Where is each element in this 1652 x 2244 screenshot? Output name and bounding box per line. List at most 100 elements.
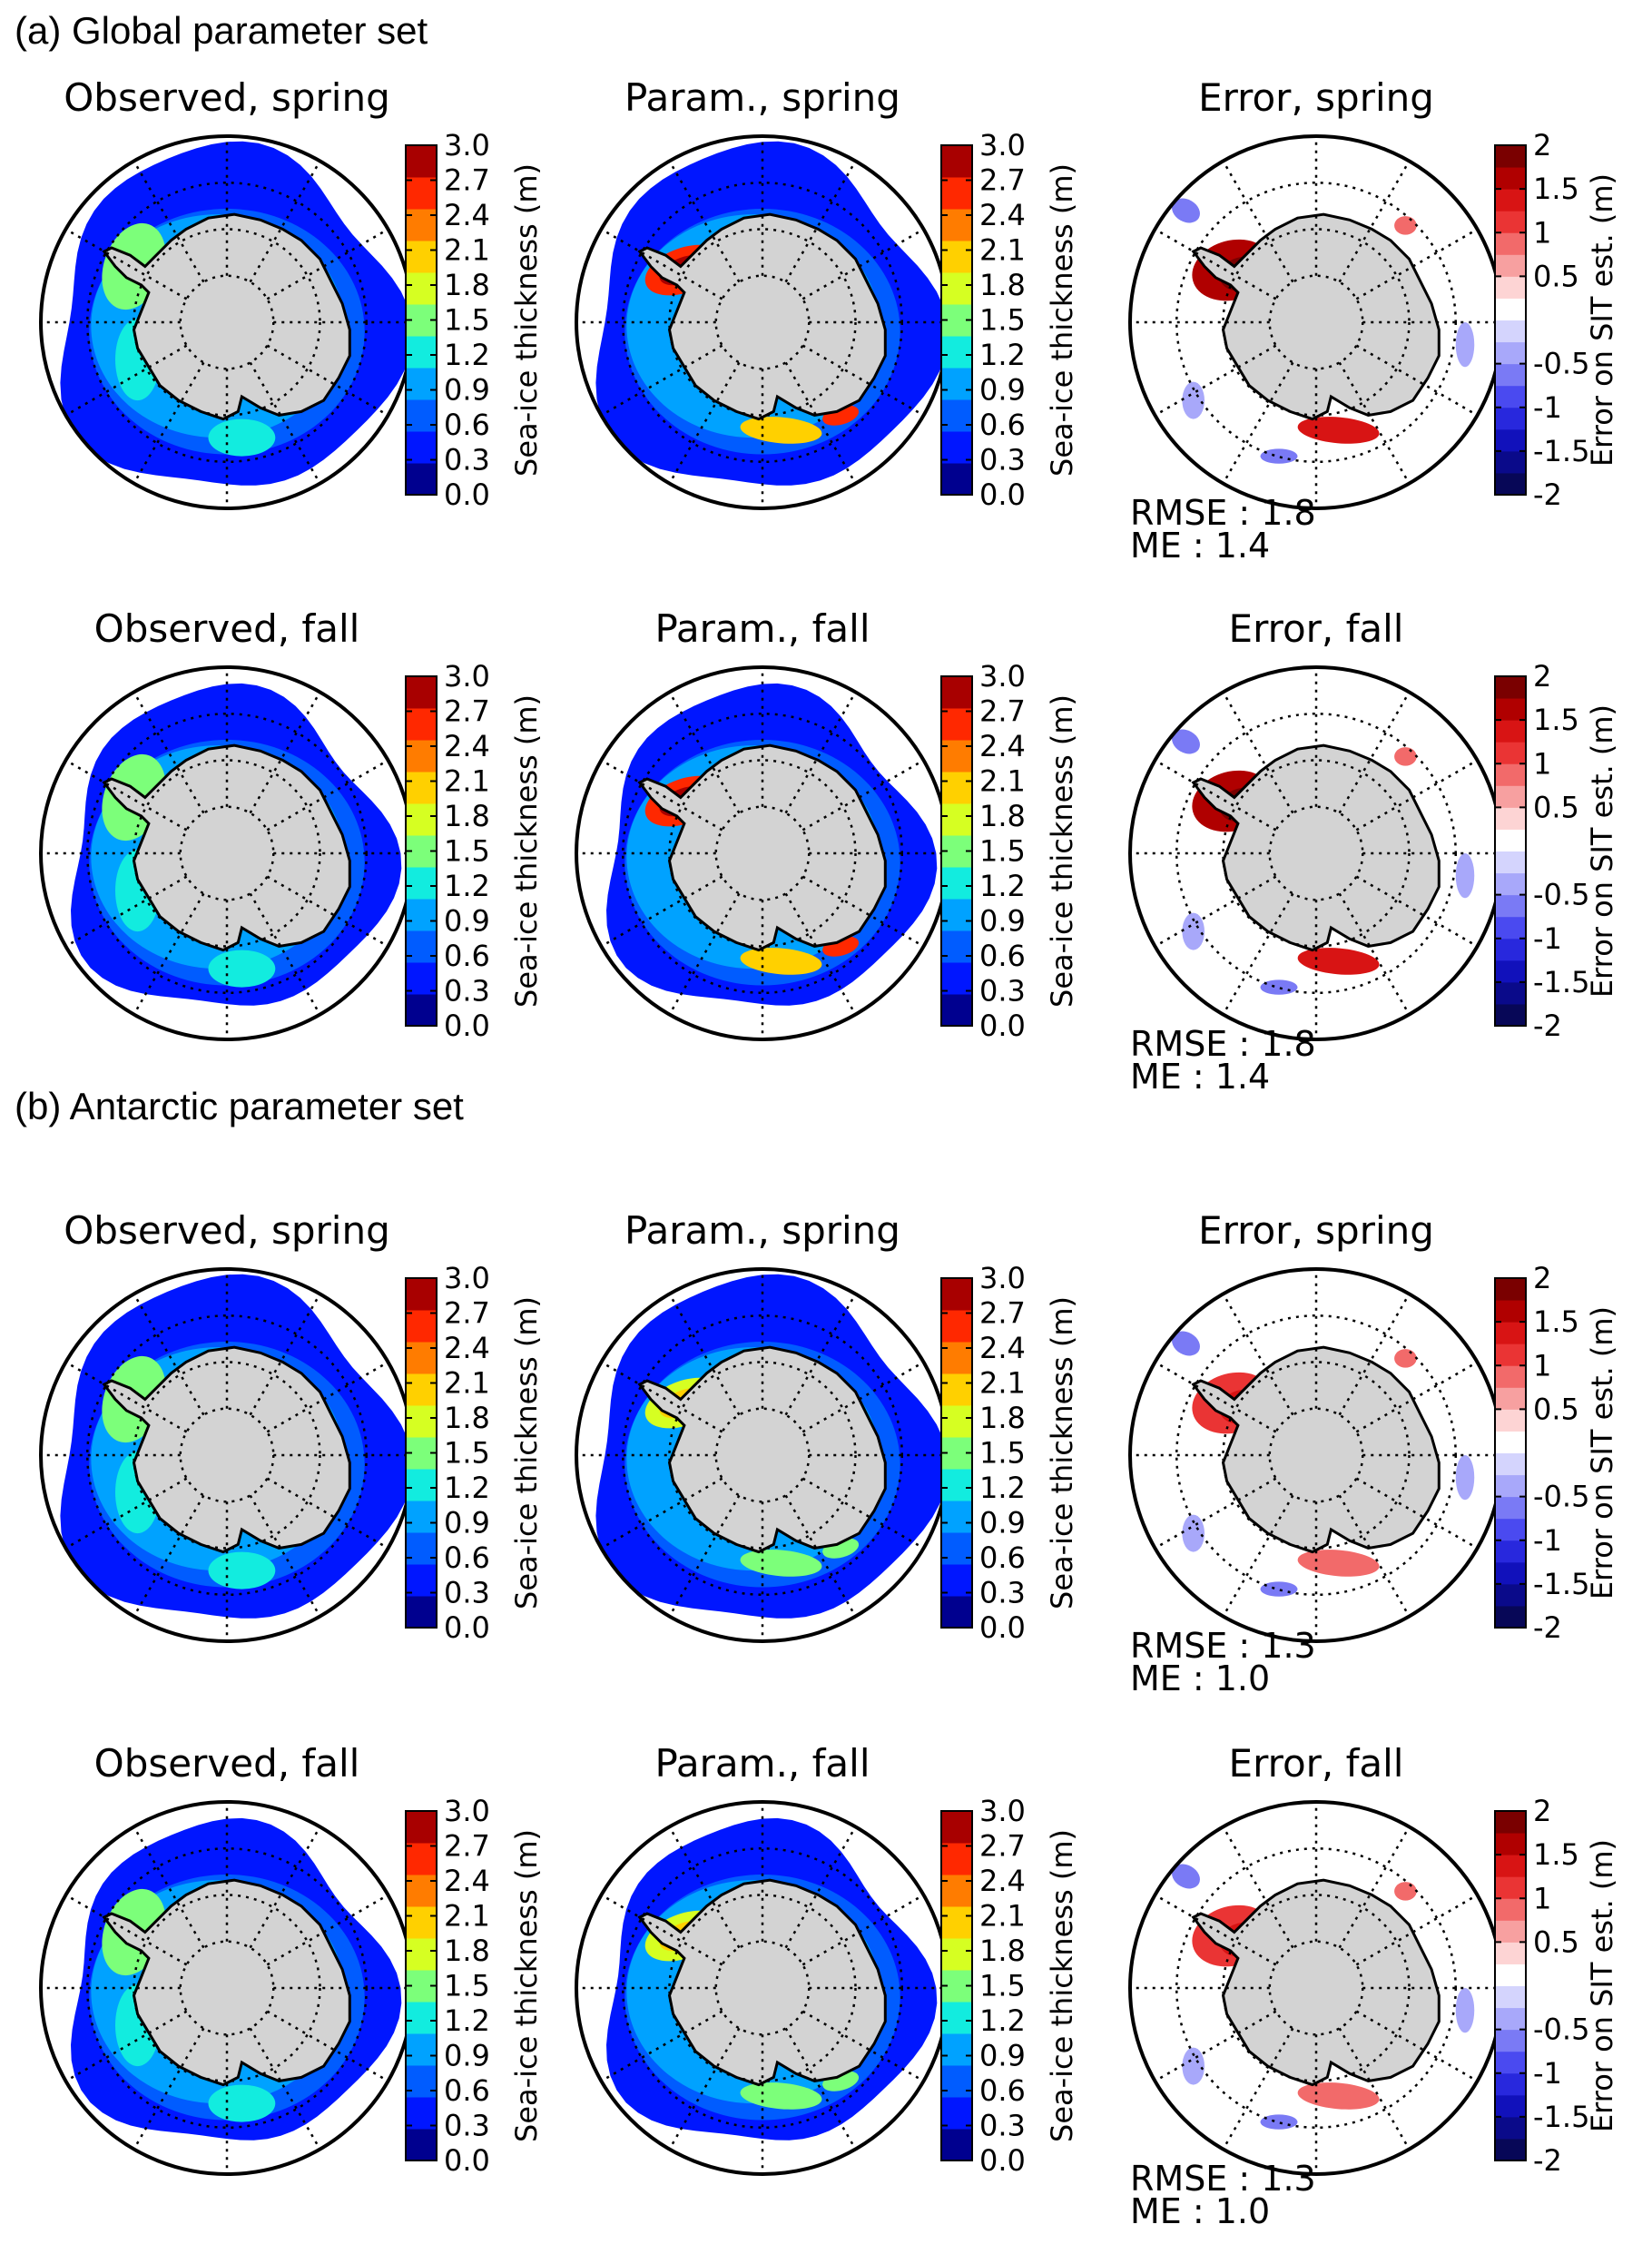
colorbar-tick-label: 0.0 (979, 2143, 1026, 2178)
colorbar-segment (1495, 1365, 1526, 1388)
south-error-negative (1260, 1581, 1298, 1597)
colorbar-segment (941, 2065, 972, 2098)
colorbar-segment (1495, 232, 1526, 255)
colorbar-segment (941, 368, 972, 400)
colorbar-segment (1495, 851, 1526, 874)
colorbar-segment (941, 772, 972, 804)
colorbar-tick-label: 3.0 (979, 1261, 1026, 1295)
colorbar-segment (1495, 938, 1526, 961)
colorbar-label: Error on SIT est. (m) (1585, 173, 1619, 467)
colorbar-segment (1495, 211, 1526, 233)
colorbar-tick-label: 2.1 (979, 1366, 1026, 1401)
colorbar-tick-label: 2.7 (444, 1296, 490, 1331)
meridian-line (668, 361, 741, 485)
colorbar-tick-label: 0.0 (979, 1610, 1026, 1645)
meridian-line (249, 1826, 321, 1949)
latitude-circle (668, 1361, 857, 1550)
colorbar-segment (406, 740, 437, 773)
meridian-line (784, 1293, 857, 1416)
colorbar-tick-label: 0.6 (979, 1540, 1026, 1575)
meridian-line (249, 2027, 321, 2150)
colorbar-tick-label: 0.3 (444, 443, 490, 477)
meridian-line (1154, 759, 1277, 832)
colorbar-segment (1495, 1343, 1526, 1366)
colorbar-segment (1495, 894, 1526, 918)
colorbar-segment (941, 241, 972, 273)
colorbar-tick-label: 0.6 (444, 939, 490, 973)
ross-thick-ice (740, 2082, 822, 2110)
meridian-line (600, 1477, 723, 1550)
colorbar-segment (406, 708, 437, 741)
meridian-line (1338, 160, 1411, 283)
meridian-line (784, 361, 857, 485)
colorbar-tick-label: 1.8 (444, 1934, 490, 1968)
colorbar-segment (1495, 1003, 1526, 1027)
map-field (41, 667, 413, 1039)
colorbar-segment (1495, 1964, 1526, 1986)
colorbar-tick-label: 0.3 (444, 974, 490, 1009)
meridian-line (600, 344, 723, 417)
colorbar-segment (406, 431, 437, 464)
colorbar-tick-label: 2.1 (979, 233, 1026, 268)
colorbar-segment (1495, 2094, 1526, 2118)
colorbar-tick-label: 0.9 (444, 373, 490, 408)
panel-title: Param., spring (624, 1208, 900, 1253)
colorbar-segment (941, 1596, 972, 1629)
colorbar-tick-label: 3.0 (444, 128, 490, 162)
colorbar-tick-label: 0.0 (444, 477, 490, 512)
colorbar-tick-label: 2.4 (444, 1864, 490, 1898)
colorbar-segment (1495, 785, 1526, 808)
colorbar-segment (1495, 320, 1526, 343)
latitude-circle (1222, 228, 1411, 417)
meridian-line (1154, 1894, 1277, 1966)
colorbar-segment (406, 399, 437, 432)
meridian-line (801, 1361, 925, 1433)
colorbar-segment (406, 463, 437, 496)
colorbar-segment (406, 676, 437, 709)
colorbar-tick-label: 1.5 (1533, 1837, 1579, 1872)
ross-error-positive (1297, 2082, 1380, 2110)
east-error-negative (1455, 853, 1475, 899)
colorbar-segment (941, 1938, 972, 1971)
colorbar-segment (1495, 1409, 1526, 1432)
colorbar-segment (941, 740, 972, 773)
thickness-colorbar: 0.00.30.60.91.21.51.82.12.42.73.0 Sea-ice… (940, 128, 1079, 512)
meridian-line (64, 875, 188, 948)
panel-obs_fall_b: Observed, fall0.00.30.60.91.21.51.82.12.… (39, 1741, 544, 2178)
colorbar-segment (1495, 1876, 1526, 1899)
colorbar-tick-label: -2 (1533, 2143, 1562, 2178)
west-error-negative (1182, 2047, 1205, 2085)
colorbar-tick-label: -1.5 (1533, 1567, 1589, 1601)
meridian-line (668, 892, 741, 1016)
colorbar-tick-label: 1.2 (444, 338, 490, 372)
colorbar-tick-label: 1.8 (444, 1401, 490, 1435)
colorbar-segment (1495, 1540, 1526, 1563)
colorbar-tick-label: 1 (1533, 1348, 1551, 1383)
polar-map (575, 134, 950, 510)
latitude-circle (1175, 1314, 1457, 1596)
colorbar-segment (406, 803, 437, 836)
colorbar-segment (941, 803, 972, 836)
colorbar-tick-label: 1.5 (979, 1969, 1026, 2003)
colorbar-tick-label: 0.0 (979, 477, 1026, 512)
polar-map (575, 665, 950, 1041)
meridian-line (266, 875, 389, 948)
meridian-line (266, 228, 389, 300)
meridian-line (1355, 875, 1479, 948)
colorbar-tick-label: 0.3 (444, 1576, 490, 1610)
meridian-line (784, 160, 857, 283)
map-field (576, 1802, 949, 2174)
colorbar-tick-label: 2.4 (444, 729, 490, 763)
meridian-line (1154, 344, 1277, 417)
latitude-circle (622, 1847, 903, 2129)
polar-map (575, 1800, 950, 2176)
colorbar-tick-label: 0.6 (444, 2073, 490, 2108)
colorbar-segment (1495, 1474, 1526, 1498)
map-field (41, 136, 413, 508)
colorbar-tick-label: -1.5 (1533, 434, 1589, 468)
colorbar-tick-label: 1.2 (444, 869, 490, 903)
colorbar-segment (941, 2129, 972, 2161)
me-label: ME : 1.0 (1130, 2191, 1270, 2231)
meridian-line (133, 1826, 205, 1949)
polar-map (39, 1800, 415, 2176)
